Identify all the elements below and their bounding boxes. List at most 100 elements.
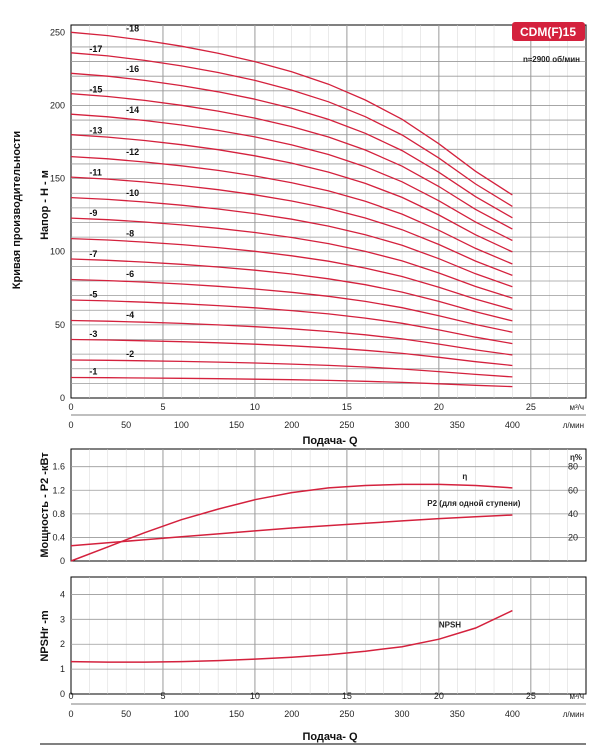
head-y-tick-label: 50 xyxy=(55,320,65,330)
series-line xyxy=(70,609,513,663)
power-y-tick-label: 0.4 xyxy=(52,532,65,542)
flow-m3h-tick-label: 5 xyxy=(160,402,165,412)
npsh-y-tick-label: 1 xyxy=(60,664,65,674)
head-panel: -1 -2 -3 -4 -5 -6 -7 -8 -9 -10 -11 -12 -13 -14 -15 -16 -… xyxy=(39,22,587,403)
stage-label: -15 xyxy=(89,85,102,95)
npsh-y-tick-label: 0 xyxy=(60,689,65,699)
head-y-axis-label: Напор - H - м xyxy=(39,170,51,240)
stage-label: -10 xyxy=(126,188,139,198)
flow-lmin-tick-label: 300 xyxy=(395,420,410,430)
stage-label: -4 xyxy=(126,310,134,320)
flow-lmin-tick-label: 250 xyxy=(339,709,354,719)
power-y-tick-label: 1.2 xyxy=(52,485,65,495)
flow-lmin-tick-label: 150 xyxy=(229,420,244,430)
power-y-tick-label: 0 xyxy=(60,556,65,566)
efficiency-axis-label: η% xyxy=(570,453,582,462)
flow-lmin-tick-label: 400 xyxy=(505,709,520,719)
stage-label: -17 xyxy=(89,44,102,54)
head-curve-stage xyxy=(70,72,513,219)
head-curve-stage xyxy=(70,52,513,207)
efficiency-tick-label: 60 xyxy=(568,485,578,495)
stage-label: -6 xyxy=(126,269,134,279)
flow-lmin-tick-label: 350 xyxy=(450,420,465,430)
model-badge-text: CDM(F)15 xyxy=(520,25,576,39)
flow-lmin-tick-label: 100 xyxy=(174,420,189,430)
flow-m3h-tick-label: 0 xyxy=(68,691,73,701)
head-curve-stage xyxy=(70,359,513,378)
flow-m3h-tick-label: 5 xyxy=(160,691,165,701)
flow-lmin-unit: л/мин xyxy=(563,421,584,430)
series-line xyxy=(70,483,513,562)
stage-label: -8 xyxy=(126,229,134,239)
head-curve-stage xyxy=(70,176,513,277)
flow-m3h-unit: м³/ч xyxy=(569,692,584,701)
flow-lmin-tick-label: 150 xyxy=(229,709,244,719)
npsh-y-tick-label: 3 xyxy=(60,614,65,624)
flow-m3h-tick-label: 15 xyxy=(342,691,352,701)
stage-label: -2 xyxy=(126,349,134,359)
flow-m3h-tick-label: 20 xyxy=(434,402,444,412)
head-curve-stage xyxy=(70,338,513,367)
flow-axis-label-top: Подача- Q xyxy=(302,435,358,447)
flow-axis-bottom: 0 5 10 15 20 25 м³/ч 0 50 100 150 200 250 300 350 400 л/… xyxy=(68,691,586,719)
flow-lmin-tick-label: 100 xyxy=(174,709,189,719)
head-y-tick-label: 0 xyxy=(60,393,65,403)
stage-label: -9 xyxy=(89,208,97,218)
flow-m3h-tick-label: 0 xyxy=(68,402,73,412)
head-curve-stage xyxy=(70,113,513,242)
flow-lmin-tick-label: 400 xyxy=(505,420,520,430)
flow-m3h-tick-label: 10 xyxy=(250,402,260,412)
flow-lmin-tick-label: 300 xyxy=(395,709,410,719)
stage-label: -1 xyxy=(89,367,97,377)
stage-label: -3 xyxy=(89,329,97,339)
flow-lmin-tick-label: 0 xyxy=(68,709,73,719)
series-label: η xyxy=(462,472,467,481)
power-y-tick-label: 0.8 xyxy=(52,509,65,519)
head-y-tick-label: 250 xyxy=(50,27,65,37)
head-curve-stage xyxy=(70,258,513,322)
flow-m3h-unit: м³/ч xyxy=(569,403,584,412)
stage-label: -14 xyxy=(126,105,139,115)
stage-label: -13 xyxy=(89,125,102,135)
power-y-tick-label: 1.6 xyxy=(52,462,65,472)
head-curve-stage xyxy=(70,196,513,288)
series-label: NPSH xyxy=(439,620,461,629)
head-curve-stage xyxy=(70,376,513,388)
speed-label: n≈2900 об/мин xyxy=(523,55,580,64)
model-badge xyxy=(512,22,585,41)
npsh-y-tick-label: 4 xyxy=(60,589,65,599)
flow-m3h-tick-label: 15 xyxy=(342,402,352,412)
stage-label: -11 xyxy=(89,167,102,177)
flow-lmin-tick-label: 200 xyxy=(284,709,299,719)
stage-label: -16 xyxy=(126,64,139,74)
power-y-axis-label: Мощность - P2 -кВт xyxy=(39,452,51,558)
series-label: P2 (для одной ступени) xyxy=(427,499,520,508)
flow-axis-label-bottom: Подача- Q xyxy=(302,731,358,743)
head-curve-stage xyxy=(70,134,513,253)
head-curve-stage xyxy=(70,237,513,311)
efficiency-tick-label: 80 xyxy=(568,462,578,472)
stage-label: -7 xyxy=(89,249,97,259)
power-panel: η P2 (для одной ступени) 0 0.4 0.8 1.2 1.6 20 4… xyxy=(39,448,587,566)
side-title: Кривая производительности xyxy=(11,131,23,289)
flow-lmin-tick-label: 50 xyxy=(121,420,131,430)
npsh-y-tick-label: 2 xyxy=(60,639,65,649)
head-y-tick-label: 200 xyxy=(50,100,65,110)
flow-m3h-tick-label: 10 xyxy=(250,691,260,701)
stage-label: -12 xyxy=(126,147,139,157)
flow-m3h-tick-label: 25 xyxy=(526,691,536,701)
npsh-y-axis-label: NPSHr -m xyxy=(39,610,51,662)
flow-lmin-tick-label: 250 xyxy=(339,420,354,430)
flow-m3h-tick-label: 20 xyxy=(434,691,444,701)
series-line xyxy=(70,514,513,547)
flow-axis-top: 0 5 10 15 20 25 м³/ч 0 50 100 150 200 250 300 350 400 л/… xyxy=(68,402,586,430)
flow-lmin-tick-label: 200 xyxy=(284,420,299,430)
head-curve-stage xyxy=(70,31,513,196)
head-curve-stage xyxy=(70,217,513,299)
head-y-tick-label: 150 xyxy=(50,174,65,184)
flow-lmin-unit: л/мин xyxy=(563,710,584,719)
head-curve-stage xyxy=(70,319,513,356)
head-y-tick-label: 100 xyxy=(50,247,65,257)
head-curve-stage xyxy=(70,278,513,333)
